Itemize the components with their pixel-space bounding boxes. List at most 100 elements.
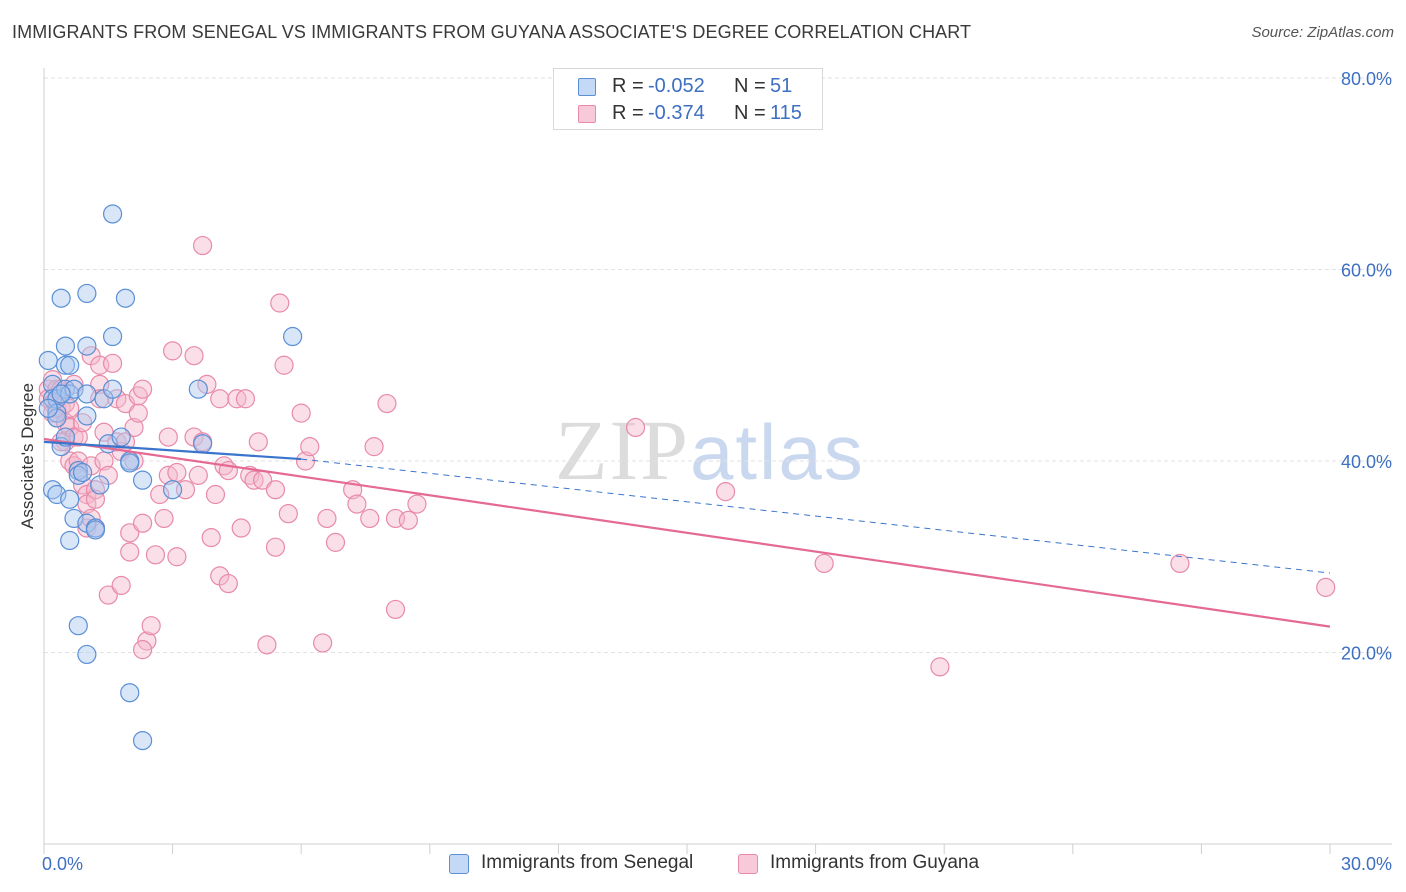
senegal-point — [60, 355, 80, 375]
gridlines — [44, 77, 1392, 653]
senegal-trend-line — [43, 440, 302, 461]
guyana-point — [124, 417, 144, 438]
guyana-point — [184, 346, 204, 366]
senegal-point — [102, 326, 123, 347]
chart-title: IMMIGRANTS FROM SENEGAL VS IMMIGRANTS FR… — [12, 22, 972, 42]
guyana-point — [102, 353, 123, 373]
guyana-point — [210, 389, 230, 409]
senegal-point — [77, 644, 97, 665]
senegal-point — [193, 434, 213, 454]
senegal-trend-extension — [301, 458, 1331, 574]
r-label: R = — [612, 75, 644, 97]
stats-row-guyana: R = -0.374 N = 115 — [554, 101, 822, 127]
senegal-point — [60, 489, 80, 509]
n-label: N = — [734, 75, 766, 97]
series-guyana — [38, 235, 1336, 677]
guyana-point — [141, 616, 161, 636]
guyana-point — [715, 482, 736, 502]
guyana-point — [167, 462, 187, 483]
guyana-swatch — [578, 105, 596, 123]
guyana-point — [364, 437, 384, 457]
senegal-point — [47, 484, 67, 505]
guyana-point — [814, 553, 834, 574]
guyana-point — [132, 513, 153, 533]
legend-label: Immigrants from Guyana — [770, 852, 980, 873]
watermark-zip: ZIP — [555, 402, 690, 498]
senegal-point — [90, 475, 110, 495]
guyana-point — [60, 398, 80, 418]
senegal-point — [102, 379, 123, 399]
guyana-point — [205, 484, 226, 505]
senegal-point — [77, 336, 97, 356]
guyana-point — [291, 403, 311, 423]
senegal-point — [115, 288, 136, 308]
senegal-point — [38, 398, 58, 418]
guyana-point — [274, 355, 294, 375]
senegal-swatch — [578, 78, 596, 96]
guyana-point — [265, 537, 286, 557]
guyana-point — [218, 573, 238, 594]
guyana-point — [248, 432, 268, 452]
guyana-point — [300, 437, 320, 457]
y-tick-label: 40.0% — [1341, 452, 1392, 472]
guyana-point — [1170, 553, 1190, 574]
watermark: ZIPatlas — [555, 400, 865, 500]
senegal-point — [64, 379, 84, 399]
guyana-point — [150, 484, 170, 505]
guyana-point — [201, 527, 221, 548]
senegal-point — [38, 350, 58, 371]
stats-legend: R = -0.052 N = 51 R = -0.374 N = 115 — [553, 68, 823, 130]
senegal-point — [72, 462, 93, 483]
watermark-atlas: atlas — [690, 408, 865, 496]
guyana-point — [137, 631, 157, 651]
senegal-point — [77, 384, 97, 404]
senegal-point — [132, 730, 153, 751]
guyana-point — [257, 635, 277, 655]
stats-row-senegal: R = -0.052 N = 51 — [554, 74, 822, 100]
guyana-point — [98, 585, 118, 605]
guyana-legend-swatch — [738, 854, 758, 874]
guyana-point — [111, 575, 131, 596]
guyana-point — [128, 403, 148, 423]
guyana-point — [385, 599, 406, 620]
guyana-point — [625, 417, 646, 438]
guyana-point — [120, 542, 140, 562]
series-legend: Immigrants from Senegal Immigrants from … — [0, 852, 1406, 878]
guyana-point — [85, 489, 106, 509]
guyana-point — [90, 389, 110, 409]
senegal-point — [51, 288, 71, 308]
guyana-point — [317, 508, 337, 529]
guyana-point — [188, 465, 208, 485]
guyana-point — [325, 532, 346, 552]
y-tick-label: 20.0% — [1341, 644, 1392, 664]
axes — [43, 68, 1392, 854]
legend-label: Immigrants from Senegal — [481, 852, 694, 873]
guyana-point — [132, 379, 153, 399]
guyana-point — [347, 494, 367, 514]
guyana-point — [120, 523, 140, 543]
senegal-point — [102, 204, 123, 224]
senegal-point — [51, 384, 71, 404]
senegal-point — [120, 683, 140, 703]
guyana-point — [235, 389, 256, 409]
senegal-point — [55, 355, 76, 375]
n-value: 51 — [770, 75, 793, 97]
senegal-point — [77, 406, 97, 426]
senegal-point — [77, 283, 97, 304]
guyana-trend-line — [43, 437, 1331, 628]
guyana-point — [930, 657, 950, 677]
guyana-point — [163, 341, 183, 361]
r-label: R = — [612, 102, 644, 124]
n-label: N = — [734, 102, 766, 124]
series-senegal — [38, 204, 303, 751]
senegal-point — [55, 336, 76, 356]
y-axis-label: Associate's Degree — [18, 383, 37, 529]
senegal-point — [111, 427, 131, 447]
guyana-point — [398, 510, 418, 530]
senegal-point — [163, 480, 183, 500]
r-value: -0.374 — [648, 102, 705, 124]
guyana-point — [278, 504, 298, 524]
y-tick-label: 60.0% — [1341, 261, 1392, 281]
guyana-point — [145, 545, 166, 565]
